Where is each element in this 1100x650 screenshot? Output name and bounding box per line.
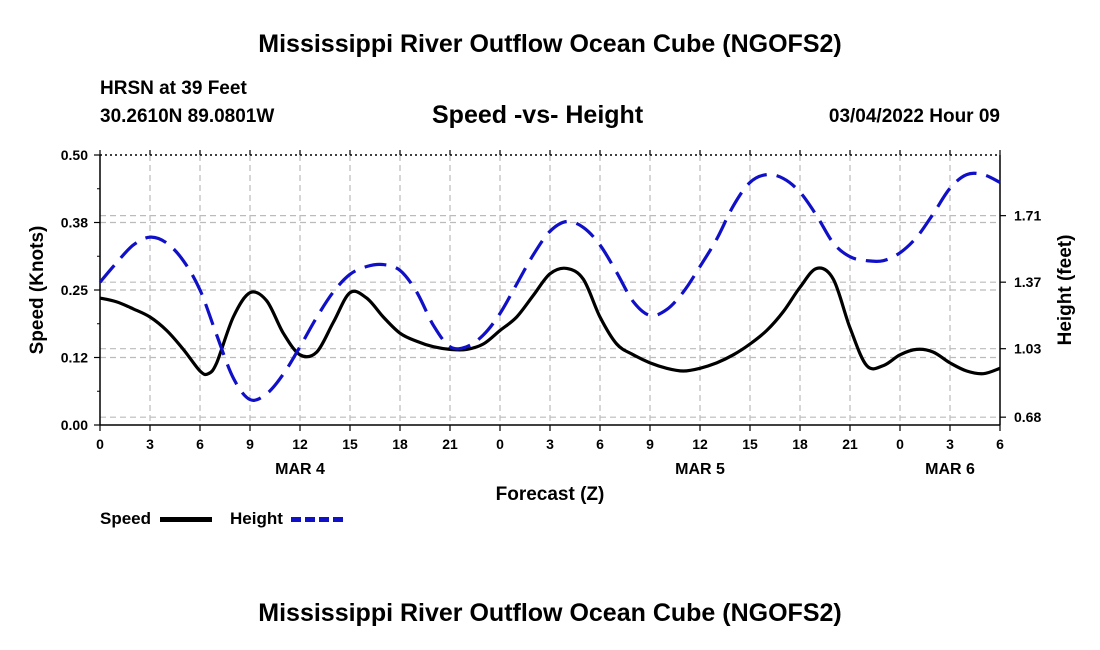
main-title: Mississippi River Outflow Ocean Cube (NG… — [258, 30, 842, 58]
chart-subtitle: Speed -vs- Height — [432, 101, 644, 129]
x-tick-label: 15 — [742, 436, 758, 452]
legend-speed-label: Speed — [100, 509, 152, 528]
x-tick-label: 6 — [996, 436, 1004, 452]
x-tick-label: 18 — [792, 436, 808, 452]
x-tick-label: 9 — [646, 436, 654, 452]
x-tick-label: 9 — [246, 436, 254, 452]
x-tick-label: 15 — [342, 436, 358, 452]
y-tick-label: 0.50 — [61, 147, 88, 163]
x-tick-label: 0 — [896, 436, 904, 452]
x-tick-label: 3 — [946, 436, 954, 452]
x-tick-label: 21 — [442, 436, 458, 452]
x-tick-label: 12 — [692, 436, 708, 452]
y2-tick-label: 1.71 — [1014, 208, 1041, 224]
x-tick-label: 6 — [196, 436, 204, 452]
x-tick-label: 3 — [546, 436, 554, 452]
speed-series-line — [99, 266, 1001, 377]
y-tick-label: 0.38 — [61, 215, 88, 231]
date-label: MAR 6 — [925, 461, 975, 478]
x-tick-label: 12 — [292, 436, 308, 452]
y-tick-label: 0.12 — [61, 350, 88, 366]
y-tick-label: 0.00 — [61, 417, 88, 433]
y2-tick-label: 1.03 — [1014, 341, 1041, 357]
y2-tick-label: 1.37 — [1014, 274, 1041, 290]
x-tick-label: 0 — [96, 436, 104, 452]
height-series-line — [98, 171, 1001, 402]
x-tick-label: 3 — [146, 436, 154, 452]
legend-height-label: Height — [230, 509, 283, 528]
coordinates-label: 30.2610N 89.0801W — [100, 106, 275, 127]
x-tick-label: 21 — [842, 436, 858, 452]
y2-tick-label: 0.68 — [1014, 409, 1041, 425]
y-tick-label: 0.25 — [61, 282, 88, 298]
y-axis-title: Speed (Knots) — [27, 226, 48, 355]
y2-axis-title: Height (feet) — [1055, 235, 1076, 346]
x-tick-label: 0 — [496, 436, 504, 452]
x-tick-label: 18 — [392, 436, 408, 452]
station-label: HRSN at 39 Feet — [100, 78, 247, 99]
x-tick-label: 6 — [596, 436, 604, 452]
legend-height-swatch — [291, 517, 343, 522]
date-label: MAR 5 — [675, 461, 725, 478]
date-label: MAR 4 — [275, 461, 325, 478]
legend-speed-swatch — [160, 517, 212, 522]
bottom-title: Mississippi River Outflow Ocean Cube (NG… — [258, 599, 842, 627]
datetime-label: 03/04/2022 Hour 09 — [828, 106, 1000, 127]
x-axis-title: Forecast (Z) — [496, 484, 605, 505]
